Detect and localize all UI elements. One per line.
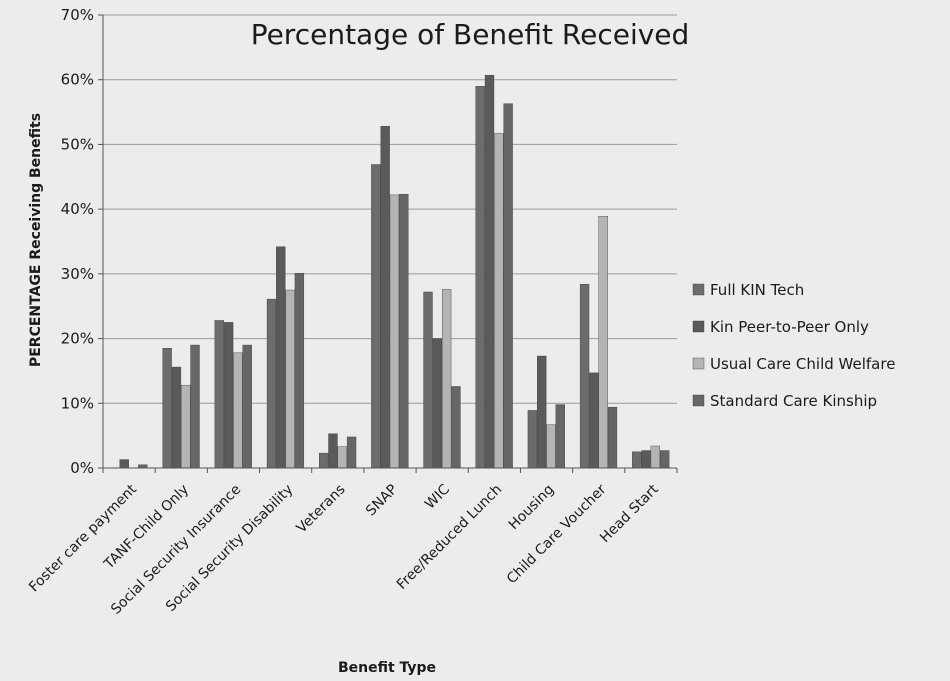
bar bbox=[328, 433, 338, 469]
bar bbox=[527, 410, 538, 469]
bar bbox=[484, 74, 495, 469]
bar bbox=[503, 103, 513, 469]
bar bbox=[337, 446, 347, 469]
bar bbox=[641, 450, 651, 469]
y-tick-label: 10% bbox=[61, 394, 94, 412]
bar bbox=[423, 291, 433, 469]
legend-label: Full KIN Tech bbox=[710, 281, 804, 299]
bar bbox=[432, 338, 442, 469]
bar bbox=[650, 445, 661, 469]
y-tick-label: 40% bbox=[61, 200, 94, 218]
bar bbox=[441, 289, 452, 469]
y-tick-label: 50% bbox=[61, 135, 94, 153]
bar bbox=[399, 194, 409, 469]
bar bbox=[660, 450, 670, 469]
legend-swatch bbox=[692, 320, 705, 333]
x-tick-label: SNAP bbox=[363, 482, 401, 520]
bar bbox=[371, 164, 381, 469]
bar bbox=[346, 436, 357, 469]
y-axis-ticks: 0% 10% 20% 30% 40% 50% 60% 70% bbox=[61, 6, 94, 477]
legend-label: Standard Care Kinship bbox=[710, 392, 877, 410]
legend-label: Kin Peer-to-Peer Only bbox=[710, 318, 869, 336]
bar bbox=[389, 194, 400, 469]
bar bbox=[181, 384, 191, 469]
bar bbox=[214, 320, 224, 469]
bar bbox=[579, 284, 590, 469]
x-tick-label: Child Care Voucher bbox=[504, 481, 610, 587]
bar bbox=[632, 451, 642, 469]
legend: Full KIN Tech Kin Peer-to-Peer Only Usual … bbox=[692, 281, 895, 410]
axes bbox=[102, 15, 678, 473]
bar bbox=[171, 366, 182, 469]
bar bbox=[494, 133, 504, 469]
y-tick-label: 60% bbox=[61, 71, 94, 89]
bar bbox=[537, 355, 547, 469]
legend-label: Usual Care Child Welfare bbox=[710, 355, 895, 373]
x-tick-label: Veterans bbox=[294, 482, 349, 537]
bar bbox=[451, 386, 461, 469]
bar bbox=[190, 344, 200, 469]
y-tick-label: 30% bbox=[61, 265, 94, 283]
legend-swatch bbox=[692, 394, 705, 407]
bar bbox=[223, 322, 234, 469]
bar bbox=[319, 452, 329, 469]
bar bbox=[475, 85, 485, 469]
x-tick-label: Free/Reduced Lunch bbox=[394, 482, 505, 593]
bar bbox=[380, 126, 390, 469]
bar bbox=[285, 289, 295, 469]
bar bbox=[242, 344, 252, 469]
chart-title: Percentage of Benefit Received bbox=[251, 18, 690, 51]
bar bbox=[162, 348, 172, 469]
bars bbox=[119, 74, 670, 469]
x-tick-label: Housing bbox=[506, 482, 558, 534]
bar bbox=[276, 246, 286, 469]
bar bbox=[607, 406, 618, 469]
bar bbox=[555, 404, 565, 469]
bar bbox=[598, 216, 608, 469]
y-tick-label: 70% bbox=[61, 6, 94, 24]
x-tick-label: WIC bbox=[422, 481, 453, 512]
bar bbox=[294, 273, 305, 469]
bar bbox=[233, 352, 243, 469]
y-tick-label: 20% bbox=[61, 330, 94, 348]
y-tick-label: 0% bbox=[70, 459, 94, 477]
bar bbox=[589, 372, 599, 469]
y-axis-label: PERCENTAGE Receiving Benefits bbox=[28, 113, 44, 367]
x-axis-label: Benefit Type bbox=[338, 660, 436, 676]
bar bbox=[266, 298, 277, 469]
legend-swatch bbox=[692, 283, 705, 296]
bar bbox=[546, 424, 556, 469]
legend-swatch bbox=[692, 357, 705, 370]
bar bbox=[119, 459, 129, 469]
